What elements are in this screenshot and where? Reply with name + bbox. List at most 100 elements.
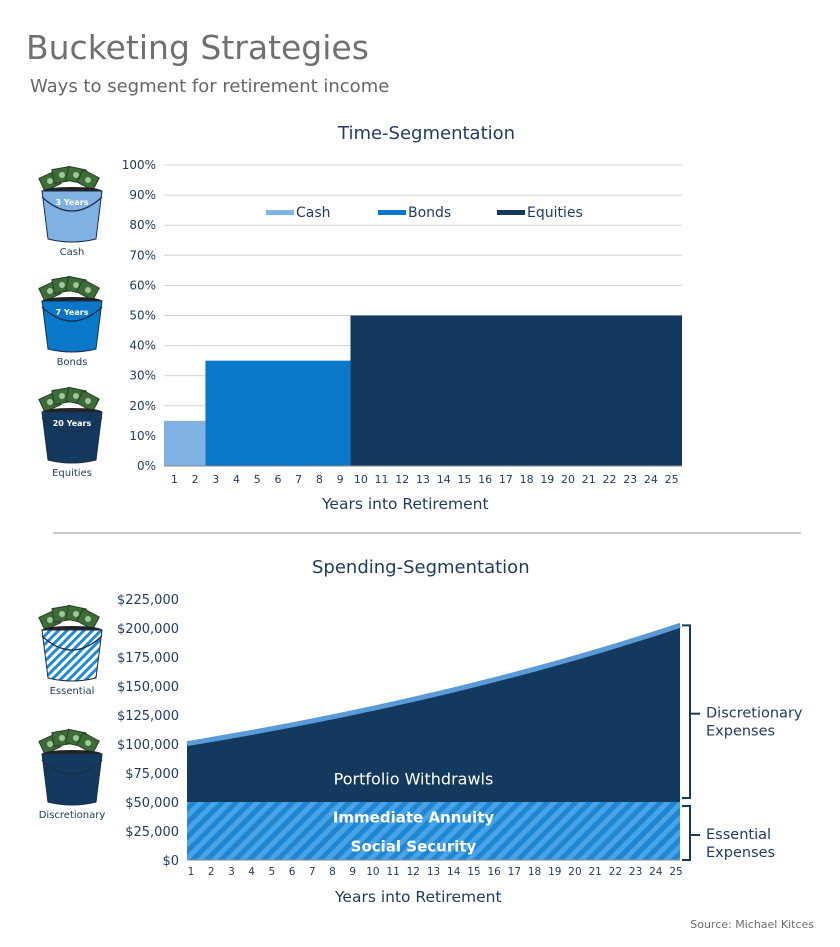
- bucket-cash-icon: 3 Years Cash: [38, 165, 103, 258]
- money-bill-icon: [76, 278, 100, 302]
- bucket-handle: [41, 759, 103, 775]
- y-tick-label: 40%: [129, 339, 156, 353]
- x-tick-label: 23: [623, 473, 637, 486]
- money-bill-icon: [76, 731, 100, 755]
- annotation-essential: Essential Expenses: [706, 827, 775, 861]
- x-tick-label: 9: [337, 473, 344, 486]
- x-tick-label: 10: [366, 866, 379, 878]
- x-tick-label: 6: [274, 473, 281, 486]
- bucket-years-label: 3 Years: [56, 198, 89, 207]
- area-label-social-security: Social Security: [351, 838, 477, 856]
- x-tick-label: 19: [540, 473, 554, 486]
- x-tick-label: 20: [568, 866, 581, 878]
- x-axis-label-spending: Years into Retirement: [335, 888, 502, 906]
- y-tick-label: $125,000: [117, 709, 179, 724]
- page-subtitle: Ways to segment for retirement income: [30, 76, 390, 97]
- legend-swatch-bonds: [378, 210, 406, 215]
- bucket-body: [41, 190, 103, 243]
- money-bill-icon: [76, 389, 100, 413]
- x-tick-label: 23: [629, 866, 642, 878]
- y-tick-label: 80%: [129, 218, 156, 232]
- legend-swatch-equities: [497, 210, 525, 215]
- x-tick-label: 13: [416, 473, 430, 486]
- x-tick-label: 16: [478, 473, 492, 486]
- y-tick-label: 50%: [129, 309, 156, 323]
- y-tick-label: $75,000: [125, 767, 179, 782]
- x-tick-label: 15: [467, 866, 480, 878]
- bucket-equities: 20 Years Equities: [32, 386, 112, 484]
- x-axis-label-time: Years into Retirement: [322, 495, 489, 513]
- x-tick-label: 17: [508, 866, 521, 878]
- bar-equities: [350, 315, 682, 466]
- area-essential-hatched: [187, 802, 680, 860]
- bucket-cash: 3 Years Cash: [32, 165, 112, 263]
- money-bill-icon: [76, 168, 100, 192]
- x-tick-label: 25: [665, 473, 679, 486]
- x-tick-label: 10: [354, 473, 368, 486]
- chart-title-spending: Spending-Segmentation: [312, 557, 530, 578]
- y-tick-label: 60%: [129, 278, 156, 292]
- bucket-caption: Cash: [60, 247, 85, 258]
- x-tick-label: 12: [395, 473, 409, 486]
- x-tick-label: 11: [375, 473, 389, 486]
- bucket-years-label: 7 Years: [56, 308, 89, 317]
- x-tick-label: 13: [427, 866, 440, 878]
- chart-title-time: Time-Segmentation: [338, 123, 516, 144]
- x-tick-label: 6: [289, 866, 296, 878]
- bar-bonds: [205, 360, 351, 466]
- bucket-caption: Discretionary: [39, 810, 106, 821]
- x-tick-label: 16: [487, 866, 501, 878]
- y-tick-label: 20%: [129, 399, 156, 413]
- y-tick-label: 100%: [122, 158, 156, 172]
- bucket-bonds: 7 Years Bonds: [32, 275, 112, 373]
- y-tick-label: $50,000: [125, 796, 179, 811]
- bucket-years-label: 20 Years: [53, 419, 92, 428]
- annotation-discretionary: Discretionary Expenses: [706, 706, 803, 740]
- y-tick-label: 10%: [129, 429, 156, 443]
- y-tick-label: $100,000: [117, 738, 179, 753]
- x-tick-label: 24: [649, 866, 663, 878]
- x-tick-label: 3: [212, 473, 219, 486]
- x-tick-label: 1: [171, 473, 178, 486]
- x-tick-label: 22: [609, 866, 622, 878]
- x-tick-label: 21: [582, 473, 596, 486]
- bucket-equities-icon: 20 Years Equities: [38, 386, 103, 479]
- bucket-essential-icon: Essential: [38, 604, 103, 697]
- x-tick-label: 5: [254, 473, 261, 486]
- bucket-body: [41, 629, 103, 682]
- portfolio-top-line: [186, 623, 681, 747]
- x-tick-label: 18: [520, 473, 534, 486]
- bucket-handle: [41, 417, 103, 433]
- bucket-handle: [41, 196, 103, 212]
- y-tick-label: $25,000: [125, 825, 179, 840]
- source-note: Source: Michael Kitces: [690, 918, 814, 931]
- x-tick-label: 11: [386, 866, 399, 878]
- x-tick-label: 24: [644, 473, 658, 486]
- page-title: Bucketing Strategies: [26, 28, 369, 67]
- x-tick-label: 20: [561, 473, 575, 486]
- section-divider: [53, 532, 801, 534]
- x-tick-label: 8: [329, 866, 336, 878]
- legend-label-cash: Cash: [296, 205, 331, 221]
- y-tick-label: 90%: [129, 188, 156, 202]
- y-tick-label: $225,000: [117, 593, 179, 608]
- x-tick-label: 4: [248, 866, 255, 878]
- y-tick-label: 0%: [137, 459, 156, 473]
- x-tick-label: 5: [268, 866, 275, 878]
- bucket-handle: [41, 635, 103, 651]
- area-label-portfolio: Portfolio Withdrawls: [334, 770, 494, 789]
- y-tick-label: $150,000: [117, 680, 179, 695]
- y-tick-label: $0: [162, 854, 179, 869]
- bucket-caption: Bonds: [57, 357, 88, 368]
- money-bill-icon: [76, 607, 100, 631]
- x-tick-label: 1: [188, 866, 195, 878]
- x-tick-label: 19: [548, 866, 561, 878]
- legend-label-bonds: Bonds: [408, 205, 451, 221]
- time-segmentation-chart: 0%10%20%30%40%50%60%70%80%90%100%1 2 3 4 5 6 7…: [122, 158, 682, 486]
- bucket-discretionary-icon: Discretionary: [38, 728, 106, 821]
- x-tick-label: 14: [447, 866, 461, 878]
- bucket-bonds-icon: 7 Years Bonds: [38, 275, 103, 368]
- x-tick-label: 15: [457, 473, 471, 486]
- x-tick-label: 18: [528, 866, 541, 878]
- bucket-body: [41, 300, 103, 353]
